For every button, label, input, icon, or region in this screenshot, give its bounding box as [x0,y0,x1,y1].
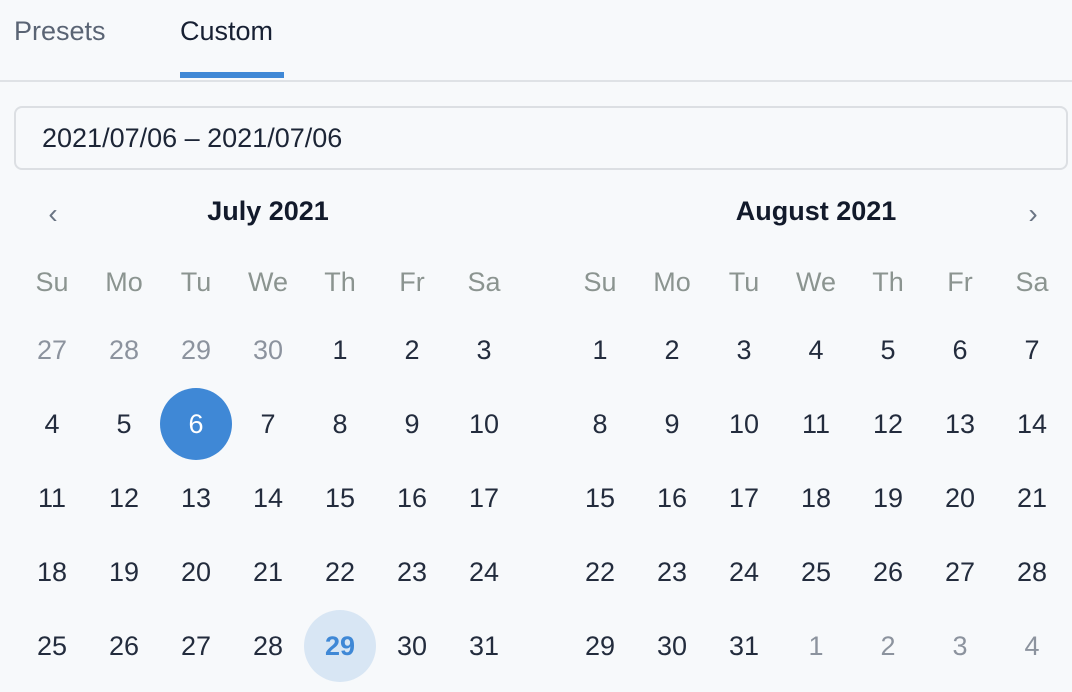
weekday-header: Su [35,266,69,297]
day-cell[interactable]: 1 [592,334,608,365]
day-cell[interactable]: 22 [584,556,616,587]
day-cell[interactable]: 30 [252,334,284,365]
day-cell[interactable]: 20 [180,556,212,587]
day-cell[interactable]: 4 [1024,630,1040,661]
day-cell[interactable]: 24 [468,556,500,587]
day-cell[interactable]: 28 [108,334,140,365]
day-cell[interactable]: 26 [872,556,904,587]
day-cell[interactable]: 7 [1024,334,1040,365]
day-cell[interactable]: 13 [180,482,212,513]
day-cell[interactable]: 27 [36,334,68,365]
date-range-input[interactable]: 2021/07/06 – 2021/07/06 [14,106,1068,170]
day-cell[interactable]: 26 [108,630,140,661]
tab-label: Custom [180,16,274,46]
weekday-header: Fr [947,266,973,297]
weekday-header: Mo [653,266,691,297]
tab-presets[interactable]: Presets [14,16,106,47]
day-cell[interactable]: 10 [468,408,500,439]
day-cell[interactable]: 18 [36,556,68,587]
day-cell[interactable]: 28 [1016,556,1048,587]
day-cell[interactable]: 12 [872,408,904,439]
day-cell[interactable]: 25 [36,630,68,661]
day-cell[interactable]: 4 [808,334,824,365]
day-cell[interactable]: 9 [404,408,420,439]
day-cell[interactable]: 30 [656,630,688,661]
day-cell[interactable]: 27 [180,630,212,661]
day-cell[interactable]: 2 [880,630,896,661]
day-cell[interactable]: 30 [396,630,428,661]
day-cell[interactable]: 17 [728,482,760,513]
day-cell[interactable]: 1 [332,334,348,365]
day-cell[interactable]: 2 [404,334,420,365]
day-cell[interactable]: 19 [108,556,140,587]
day-cell[interactable]: 3 [476,334,492,365]
weekday-header: Th [324,266,356,297]
day-cell[interactable]: 11 [37,482,67,513]
day-cell[interactable]: 28 [252,630,284,661]
day-cell[interactable]: 3 [952,630,968,661]
day-cell[interactable]: 15 [584,482,616,513]
month-title-july: July 2021 [207,196,329,226]
weekday-header: Su [583,266,617,297]
tab-label: Presets [14,16,106,46]
weekday-header: Tu [728,266,760,297]
day-cell[interactable]: 13 [944,408,976,439]
selected-day[interactable]: 6 [160,388,232,460]
day-cell[interactable]: 8 [332,408,348,439]
chevron-left-icon[interactable]: ‹ [48,198,58,229]
day-cell[interactable]: 10 [728,408,760,439]
tab-bar: Presets Custom [0,0,1072,82]
day-cell[interactable]: 29 [180,334,212,365]
month-title-august: August 2021 [735,196,897,226]
weekday-header: Sa [1015,266,1049,297]
day-cell[interactable]: 31 [728,630,760,661]
day-cell[interactable]: 17 [468,482,500,513]
day-cell[interactable]: 25 [800,556,832,587]
day-cell[interactable]: 7 [260,408,276,439]
day-cell[interactable]: 18 [800,482,832,513]
day-cell[interactable]: 27 [944,556,976,587]
day-cell[interactable]: 16 [396,482,428,513]
day-cell[interactable]: 4 [44,408,60,439]
day-cell[interactable]: 19 [872,482,904,513]
day-cell[interactable]: 16 [656,482,688,513]
day-cell[interactable]: 20 [944,482,976,513]
day-cell[interactable]: 23 [396,556,428,587]
active-tab-indicator [180,72,284,78]
day-cell[interactable]: 5 [880,334,896,365]
weekday-header: Tu [180,266,212,297]
day-cell[interactable]: 11 [801,408,831,439]
day-cell[interactable]: 5 [116,408,132,439]
weekday-header: We [795,266,836,297]
day-cell[interactable]: 12 [108,482,140,513]
day-cell[interactable]: 8 [592,408,608,439]
day-cell[interactable]: 31 [468,630,500,661]
day-cell[interactable]: 24 [728,556,760,587]
day-cell[interactable]: 3 [736,334,752,365]
weekday-header: Th [872,266,904,297]
weekday-header: Mo [105,266,143,297]
day-cell[interactable]: 21 [1016,482,1048,513]
tab-custom[interactable]: Custom [180,16,284,78]
day-cell[interactable]: 14 [1016,408,1048,439]
weekday-header: Sa [467,266,501,297]
day-cell[interactable]: 14 [252,482,284,513]
day-cell[interactable]: 1 [808,630,824,661]
day-cell[interactable]: 29 [584,630,616,661]
day-cell[interactable]: 23 [656,556,688,587]
day-cell[interactable]: 9 [664,408,680,439]
chevron-right-icon[interactable]: › [1028,198,1038,229]
today-day[interactable]: 29 [304,610,376,682]
day-cell[interactable]: 6 [952,334,968,365]
day-cell[interactable]: 15 [324,482,356,513]
day-cell[interactable]: 21 [252,556,284,587]
day-cell[interactable]: 2 [664,334,680,365]
weekday-header: Fr [399,266,425,297]
day-cell[interactable]: 22 [324,556,356,587]
weekday-header: We [247,266,288,297]
